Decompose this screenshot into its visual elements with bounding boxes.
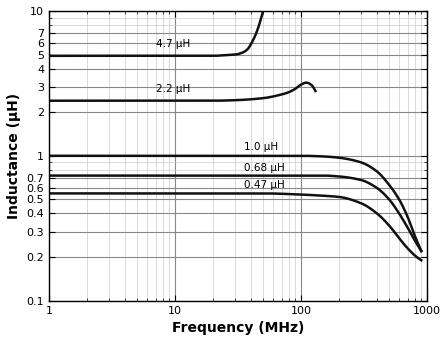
Text: 1.0 μH: 1.0 μH xyxy=(244,142,278,152)
X-axis label: Frequency (MHz): Frequency (MHz) xyxy=(172,321,304,335)
Text: 4.7 μH: 4.7 μH xyxy=(155,39,190,49)
Y-axis label: Inductance (μH): Inductance (μH) xyxy=(7,93,21,219)
Text: 2.2 μH: 2.2 μH xyxy=(155,84,190,94)
Text: 0.68 μH: 0.68 μH xyxy=(244,163,284,173)
Text: 0.47 μH: 0.47 μH xyxy=(244,180,284,189)
